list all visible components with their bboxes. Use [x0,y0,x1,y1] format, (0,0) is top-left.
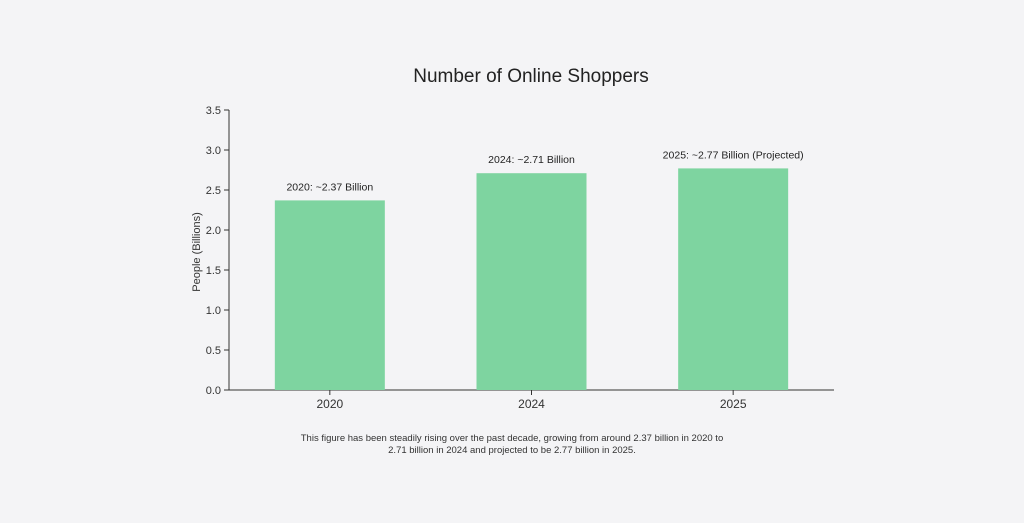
x-axis: 2020 2024 2025 [229,389,834,411]
bar-2024 [476,173,587,390]
x-tick-label: 2025 [720,397,747,411]
chart-caption: This figure has been steadily rising ove… [300,433,724,456]
bars [274,168,789,390]
y-tick-label: 0.5 [206,345,221,357]
y-tick-label: 1.5 [206,265,221,277]
y-tick-label: 2.0 [206,225,221,237]
y-tick-label: 3.0 [206,145,221,157]
x-tick-label: 2024 [518,397,545,411]
y-tick-label: 2.5 [206,185,221,197]
y-tick-label: 1.0 [206,305,221,317]
y-tick-label: 0.0 [206,385,221,397]
data-labels: 2020: ~2.37 Billion 2024: ~2.71 Billion 20… [286,149,803,193]
data-label-2020: 2020: ~2.37 Billion [286,181,373,193]
bar-2025 [678,168,789,390]
y-tick-label: 3.5 [206,105,221,117]
y-axis: 0.0 0.5 1.0 1.5 2.0 2.5 3.0 3.5 [206,105,230,397]
data-label-2025: 2025: ~2.77 Billion (Projected) [663,149,804,161]
chart-title: Number of Online Shoppers [413,66,649,87]
y-axis-label: People (Billions) [191,212,203,291]
bar-2020 [274,200,385,390]
data-label-2024: 2024: ~2.71 Billion [488,154,575,166]
x-tick-label: 2020 [316,397,343,411]
